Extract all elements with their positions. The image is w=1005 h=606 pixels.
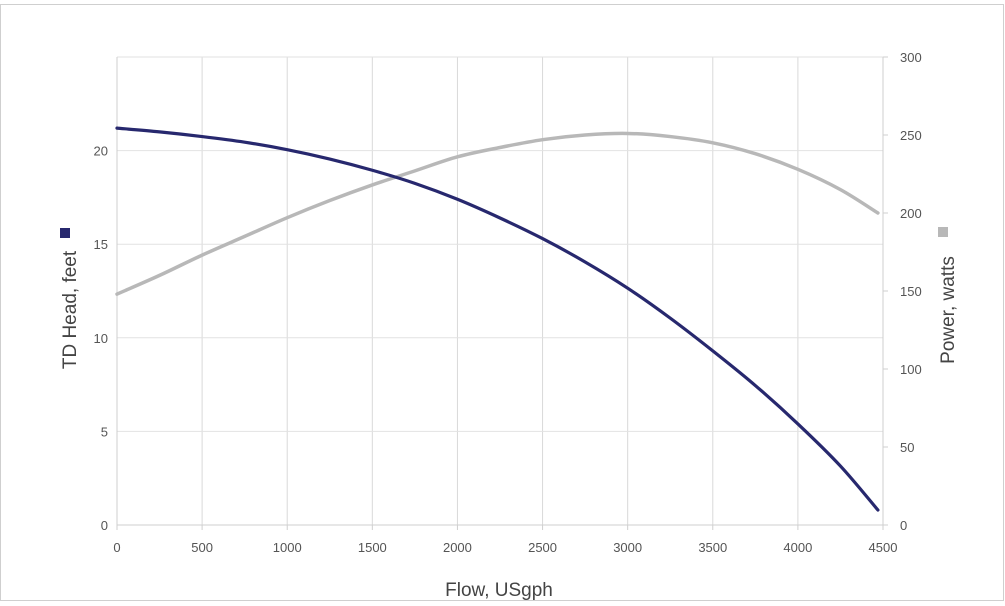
- series-group: [115, 126, 880, 512]
- right-tick-label: 100: [900, 362, 922, 377]
- x-tick-label: 2000: [443, 540, 472, 555]
- left-axis-title: TD Head, feet: [60, 250, 81, 369]
- right-tick-label: 0: [900, 518, 907, 533]
- x-tick-label: 1500: [358, 540, 387, 555]
- right-tick-label: 150: [900, 284, 922, 299]
- left-axis-ticks: 0 5 10 15 20: [94, 144, 108, 533]
- chart-border: [0, 4, 1004, 601]
- right-axis-title: Power, watts: [938, 256, 959, 364]
- grid: [116, 56, 884, 526]
- right-tick-label: 200: [900, 206, 922, 221]
- head-series-line: [115, 126, 880, 512]
- left-tick-label: 20: [94, 144, 108, 159]
- x-tick-label: 0: [113, 540, 120, 555]
- right-tick-label: 250: [900, 128, 922, 143]
- x-tick-label: 4500: [869, 540, 898, 555]
- x-tick-label: 500: [191, 540, 213, 555]
- left-legend-marker: [60, 228, 70, 238]
- left-tick-label: 0: [101, 518, 108, 533]
- left-tick-label: 10: [94, 331, 108, 346]
- right-axis-title-group: Power, watts: [938, 227, 959, 364]
- left-tick-label: 15: [94, 237, 108, 252]
- right-axis-ticks: 0 50 100 150 200 250 300: [883, 50, 922, 533]
- power-series-line: [115, 131, 880, 296]
- x-tick-label: 2500: [528, 540, 557, 555]
- x-tick-label: 3500: [698, 540, 727, 555]
- left-axis-title-group: TD Head, feet: [60, 228, 81, 369]
- x-tick-label: 3000: [613, 540, 642, 555]
- right-tick-label: 300: [900, 50, 922, 65]
- right-tick-label: 50: [900, 440, 914, 455]
- x-axis-ticks: 0 500 1000 1500 2000 2500 3000 3500 4000 4500: [113, 525, 897, 555]
- x-tick-label: 1000: [273, 540, 302, 555]
- x-axis-title: Flow, USgph: [445, 580, 553, 601]
- left-tick-label: 5: [101, 424, 108, 439]
- x-tick-label: 4000: [783, 540, 812, 555]
- right-legend-marker: [938, 227, 948, 237]
